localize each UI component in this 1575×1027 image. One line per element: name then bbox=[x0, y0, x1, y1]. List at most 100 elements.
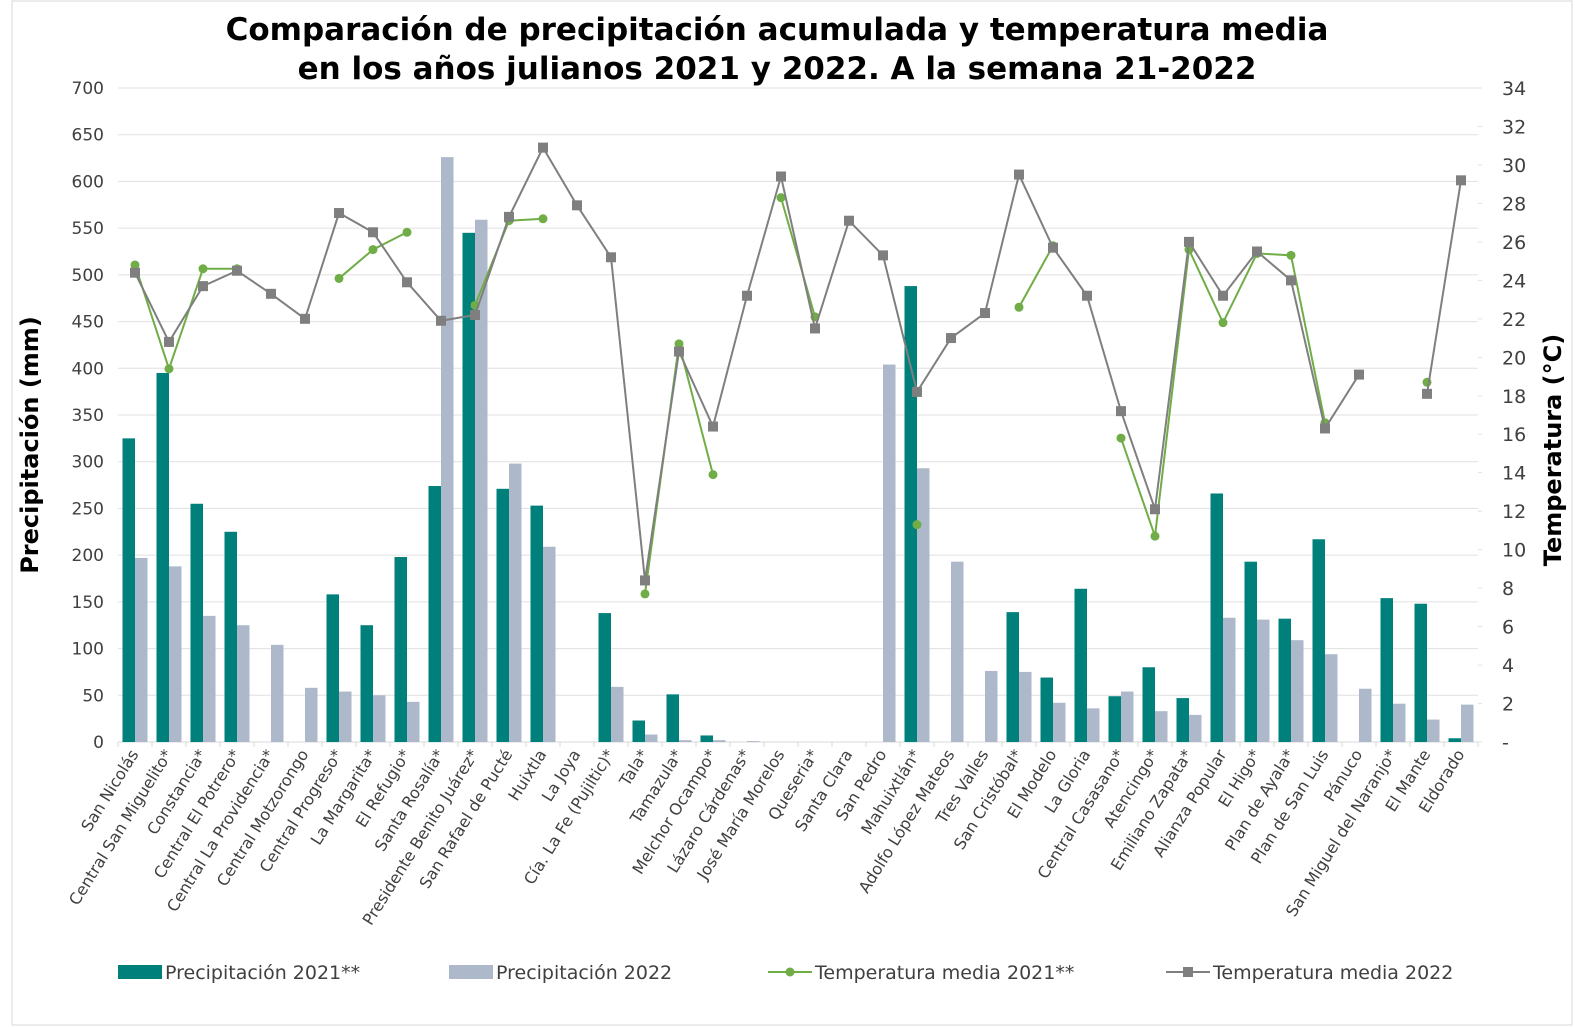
bar bbox=[169, 566, 182, 742]
bar bbox=[951, 561, 964, 742]
bar bbox=[224, 531, 237, 742]
marker bbox=[402, 277, 412, 288]
y2-tick-label: 14 bbox=[1502, 463, 1526, 485]
marker bbox=[708, 470, 718, 480]
bar bbox=[428, 486, 441, 742]
marker bbox=[640, 575, 650, 586]
marker bbox=[164, 336, 174, 347]
marker bbox=[1014, 302, 1024, 312]
y2-tick-label: 6 bbox=[1502, 617, 1514, 639]
bar bbox=[394, 557, 407, 742]
bar bbox=[1108, 696, 1121, 742]
bar bbox=[1380, 598, 1393, 742]
y2-tick-label: 2 bbox=[1502, 694, 1514, 716]
marker bbox=[504, 211, 514, 222]
bar bbox=[190, 503, 203, 742]
bar bbox=[1006, 612, 1019, 742]
bar bbox=[203, 615, 216, 742]
y-tick-label: 0 bbox=[93, 733, 104, 753]
marker bbox=[1456, 175, 1466, 186]
y2-tick-label: 10 bbox=[1502, 540, 1526, 562]
y2-tick-label: 28 bbox=[1502, 193, 1526, 215]
marker bbox=[1218, 318, 1228, 328]
marker bbox=[130, 267, 140, 278]
y2-tick-label: 4 bbox=[1502, 655, 1514, 677]
y2-tick-label: 22 bbox=[1502, 309, 1526, 331]
bar bbox=[747, 741, 760, 742]
bar bbox=[305, 687, 318, 742]
bar bbox=[1142, 667, 1155, 742]
marker bbox=[1082, 290, 1092, 301]
bar bbox=[373, 695, 386, 742]
marker bbox=[674, 339, 684, 349]
marker bbox=[436, 315, 446, 326]
marker bbox=[742, 290, 752, 301]
marker bbox=[980, 308, 990, 319]
marker bbox=[1116, 406, 1126, 417]
bar bbox=[1244, 561, 1257, 742]
y-tick-label: 600 bbox=[72, 172, 104, 192]
bar bbox=[475, 219, 488, 743]
marker bbox=[402, 227, 412, 237]
bar bbox=[1291, 640, 1304, 742]
marker bbox=[368, 245, 378, 255]
chart-title: en los años julianos 2021 y 2022. A la s… bbox=[298, 51, 1257, 87]
bar bbox=[509, 463, 522, 742]
marker bbox=[198, 264, 208, 274]
bar bbox=[237, 625, 250, 742]
y-tick-label: 150 bbox=[72, 593, 104, 613]
marker bbox=[266, 288, 276, 299]
bar bbox=[1278, 618, 1291, 742]
y2-tick-label: 16 bbox=[1502, 424, 1526, 446]
bar bbox=[1053, 702, 1066, 742]
marker bbox=[164, 364, 174, 374]
marker bbox=[300, 313, 310, 324]
bar bbox=[543, 546, 556, 742]
y2-tick-label: 18 bbox=[1502, 386, 1526, 408]
y-tick-label: 100 bbox=[72, 640, 104, 660]
y2-tick-label: 34 bbox=[1502, 78, 1526, 100]
bar bbox=[407, 701, 420, 742]
bar bbox=[1325, 654, 1338, 742]
marker bbox=[334, 273, 344, 283]
bar bbox=[1210, 493, 1223, 742]
legend-label: Temperatura media 2021** bbox=[814, 962, 1074, 984]
bar bbox=[666, 694, 679, 742]
bar bbox=[326, 594, 339, 742]
bar bbox=[1223, 617, 1236, 742]
bar bbox=[917, 468, 930, 742]
bar bbox=[679, 740, 692, 742]
bar bbox=[1393, 703, 1406, 742]
bar bbox=[1176, 698, 1189, 742]
marker bbox=[538, 142, 548, 153]
marker bbox=[1354, 369, 1364, 380]
bar bbox=[883, 364, 896, 742]
marker bbox=[708, 421, 718, 432]
y-tick-label: 400 bbox=[72, 359, 104, 379]
marker bbox=[130, 260, 140, 270]
marker bbox=[1116, 433, 1126, 443]
y-tick-label: 500 bbox=[72, 266, 104, 286]
marker bbox=[776, 193, 786, 203]
marker bbox=[1048, 242, 1058, 253]
chart-border bbox=[11, 0, 1573, 1026]
bar bbox=[1257, 619, 1270, 742]
y-axis-title: Precipitación (mm) bbox=[16, 316, 44, 574]
y2-tick-label: 26 bbox=[1502, 232, 1526, 254]
bar bbox=[1019, 671, 1032, 742]
marker bbox=[878, 250, 888, 261]
bar bbox=[271, 644, 284, 742]
bar bbox=[462, 232, 475, 743]
bar bbox=[1074, 588, 1087, 742]
marker bbox=[640, 589, 650, 599]
y2-tick-label: 20 bbox=[1502, 347, 1526, 369]
legend-marker bbox=[785, 967, 795, 977]
y2-tick-label: - bbox=[1502, 732, 1509, 754]
marker bbox=[334, 208, 344, 219]
y-tick-label: 50 bbox=[82, 686, 104, 706]
marker bbox=[1286, 250, 1296, 260]
y2-tick-label: 8 bbox=[1502, 578, 1514, 600]
y2-tick-label: 32 bbox=[1502, 116, 1526, 138]
bar bbox=[1359, 688, 1372, 742]
